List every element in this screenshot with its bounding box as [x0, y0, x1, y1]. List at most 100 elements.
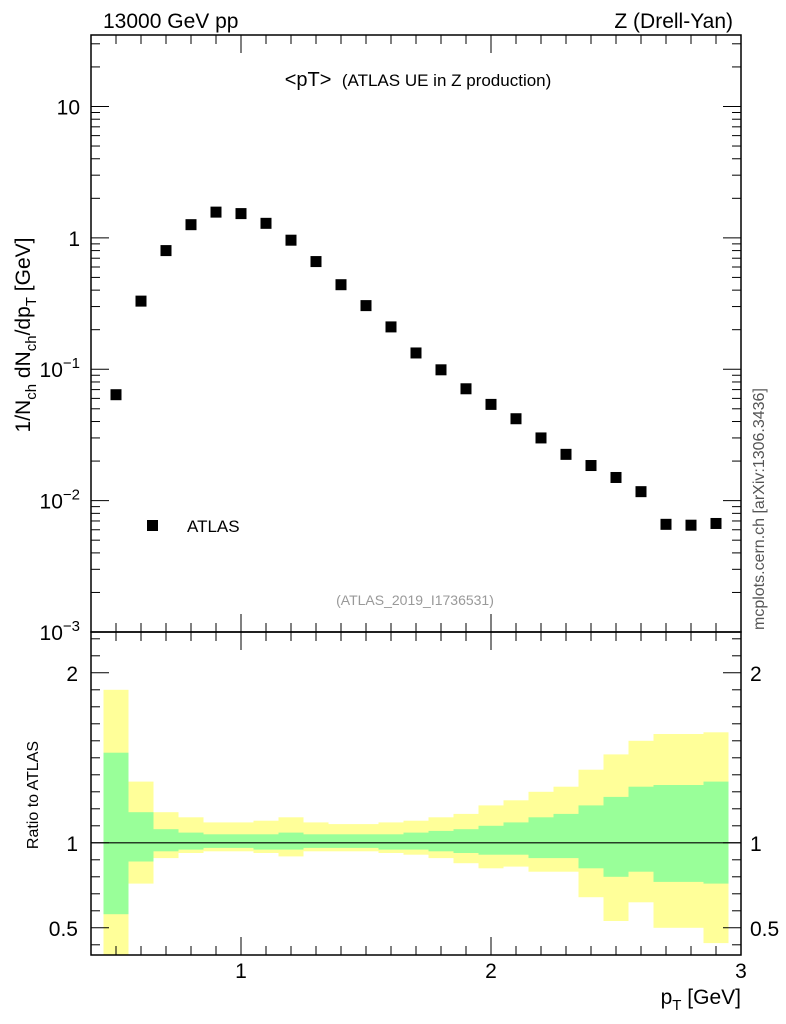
ratio-band-bin	[403, 832, 429, 850]
ratio-bands	[103, 689, 729, 955]
y-tick-label: 10	[57, 96, 80, 119]
ratio-band-bin	[528, 817, 554, 859]
ylabel-part-f: T	[23, 297, 40, 306]
ratio-band-bin	[153, 829, 179, 852]
y-tick-base: 10	[40, 491, 63, 514]
y-tick-label: 10−1	[40, 355, 80, 382]
data-point	[160, 245, 172, 257]
side-label: mcplots.cern.ch [arXiv:1306.3436]	[751, 388, 768, 630]
main-y-ticks	[91, 43, 741, 633]
header-left: 13000 GeV pp	[103, 10, 238, 33]
main-points	[110, 206, 722, 531]
ratio-band-bin	[603, 796, 629, 877]
y-tick-exp: −1	[63, 355, 80, 372]
ratio-band-bin	[228, 834, 254, 848]
ratio-band-bin	[578, 805, 604, 869]
data-point	[285, 234, 297, 246]
x-tick-label: 1	[235, 960, 247, 983]
data-point	[610, 471, 622, 483]
ratio-band-bin	[353, 834, 379, 848]
data-point	[360, 300, 372, 312]
data-point	[635, 486, 647, 498]
data-point	[310, 256, 322, 268]
ylabel-part-g: [GeV]	[12, 238, 35, 298]
ratio-tick-labels: 2 2 1 1 0.5 0.5 1 2 3	[49, 663, 779, 983]
ratio-band-bin	[303, 834, 329, 848]
data-point	[110, 389, 122, 401]
ratio-y-tick-label-right: 1	[750, 833, 762, 856]
ylabel-part-a: 1/N	[12, 400, 35, 433]
data-point	[460, 383, 472, 395]
y-tick-exp: −2	[63, 487, 80, 504]
xlabel-part-a: p	[661, 986, 673, 1009]
ylabel-part-d: ch	[23, 335, 40, 351]
data-point	[210, 206, 222, 218]
data-point	[335, 279, 347, 291]
y-tick-label: 1	[68, 228, 80, 251]
main-plot-frame	[90, 34, 742, 633]
data-point	[560, 448, 572, 460]
x-axis-label: pT [GeV]	[661, 986, 741, 1014]
y-tick-label: 10−3	[40, 618, 80, 645]
ylabel-part-b: ch	[23, 384, 40, 400]
ratio-band-bin	[328, 834, 354, 848]
ratio-band-bin	[278, 832, 304, 850]
ylabel-part-c: dN	[12, 351, 35, 384]
ratio-y-tick-label-right: 0.5	[750, 918, 779, 941]
main-title: <pT> (ATLAS UE in Z production)	[285, 69, 552, 91]
ratio-band-bin	[453, 829, 479, 853]
data-point	[435, 364, 447, 376]
data-point	[385, 321, 397, 333]
analysis-tag: (ATLAS_2019_I1736531)	[336, 592, 494, 608]
data-point	[510, 413, 522, 425]
ratio-band-bin	[503, 822, 529, 855]
data-point	[660, 518, 672, 530]
ylabel-part-e: /dp	[12, 306, 35, 335]
data-point	[135, 295, 147, 307]
ratio-band-bin	[203, 834, 229, 848]
data-point	[235, 208, 247, 220]
xlabel-part-c: [GeV]	[681, 986, 741, 1009]
y-tick-base: 1	[68, 228, 80, 251]
x-tick-label: 2	[485, 960, 497, 983]
ratio-plot-frame	[90, 631, 742, 956]
data-point	[185, 219, 197, 231]
ratio-band-bin	[378, 834, 404, 850]
data-point	[260, 217, 272, 229]
ratio-band-bin	[678, 785, 704, 882]
ratio-band-bin	[553, 813, 579, 859]
ratio-band-bin	[703, 781, 729, 884]
legend-marker-atlas	[147, 520, 158, 531]
data-point	[535, 432, 547, 444]
data-point	[685, 519, 697, 531]
legend-label-atlas: ATLAS	[187, 517, 240, 536]
data-point	[410, 347, 422, 359]
ratio-band-bin	[103, 752, 129, 915]
y-tick-base: 10	[40, 359, 63, 382]
ratio-y-tick-label-right: 2	[750, 663, 762, 686]
ratio-y-tick-label: 0.5	[49, 918, 78, 941]
main-x-ticks	[115, 35, 742, 632]
title-main: <pT>	[285, 69, 332, 91]
ratio-ticks	[91, 632, 742, 955]
ratio-plot: 2 2 1 1 0.5 0.5 1 2 3	[49, 631, 779, 983]
title-sub: (ATLAS UE in Z production)	[342, 71, 551, 90]
ratio-band-bin	[128, 812, 154, 862]
y-tick-base: 10	[40, 622, 63, 645]
ratio-y-tick-label: 1	[66, 833, 78, 856]
ratio-band-bin	[428, 830, 454, 852]
ratio-band-bin	[628, 786, 654, 872]
xlabel-part-b: T	[672, 997, 681, 1014]
ratio-band-bin	[478, 825, 504, 855]
ratio-y-tick-label: 2	[66, 663, 78, 686]
y-tick-exp: −3	[63, 618, 80, 635]
x-tick-label: 3	[735, 960, 747, 983]
main-y-axis-label: 1/Nch dNch/dpT [GeV]	[12, 238, 40, 433]
ratio-band-bin	[253, 834, 279, 850]
y-tick-base: 10	[57, 96, 80, 119]
data-point	[710, 517, 722, 529]
ratio-y-axis-label: Ratio to ATLAS	[25, 741, 42, 849]
